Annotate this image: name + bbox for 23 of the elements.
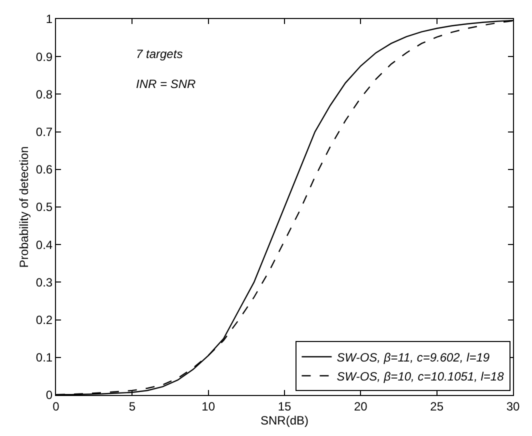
x-tick-label: 20 [354,399,368,414]
y-tick-label: 0.2 [36,313,53,327]
y-tick-label: 0.9 [36,50,53,64]
y-tick-label: 0.1 [36,350,53,365]
x-tick-label: 25 [430,399,444,414]
y-tick-label: 0.7 [36,125,53,139]
x-tick-label: 30 [506,399,520,414]
y-tick-label: 0.6 [36,162,53,177]
x-axis-title: SNR(dB) [260,413,309,428]
annotation: INR = SNR [136,77,196,91]
y-tick-label: 0.5 [36,200,53,214]
x-tick-label: 15 [278,399,292,414]
y-tick-label: 0.3 [36,275,53,290]
x-tick-label: 5 [128,399,136,414]
annotation: 7 targets [136,47,183,61]
legend-label: SW-OS, β=11, c=9.602, l=19 [336,350,490,364]
x-tick-label: 10 [202,399,216,414]
y-tick-label: 0 [46,388,53,402]
y-tick-label: 1 [46,12,53,26]
legend-label: SW-OS, β=10, c=10.1051, l=18 [336,369,504,384]
y-tick-label: 0.4 [36,238,53,252]
y-axis-title: Probability of detection [17,146,32,268]
y-tick-label: 0.8 [36,87,53,102]
